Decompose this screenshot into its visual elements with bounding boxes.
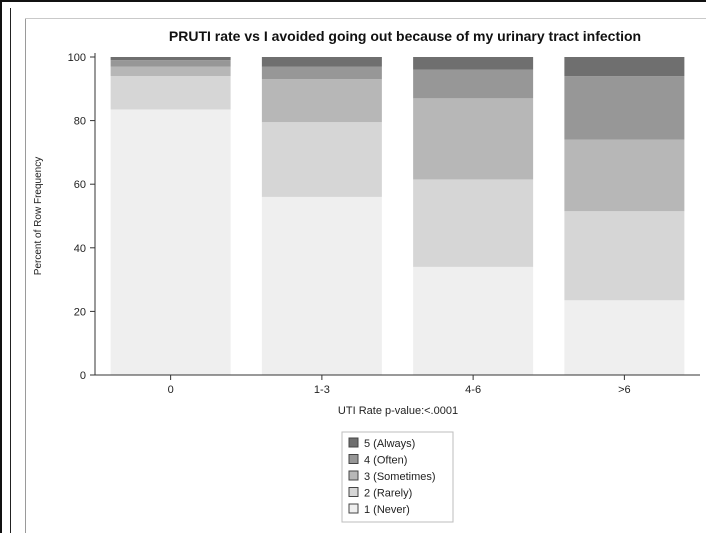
legend-swatch <box>348 437 359 448</box>
bar-segment <box>413 57 534 70</box>
legend-swatch <box>348 487 359 497</box>
chart-panel-top-border <box>25 18 706 19</box>
bar-segment <box>564 57 685 77</box>
bar-segment <box>564 300 685 375</box>
bar-segment <box>564 211 685 301</box>
bar-segment <box>110 109 231 375</box>
legend-label: 5 (Always) <box>364 438 415 450</box>
y-axis-label: Percent of Row Frequency <box>33 157 44 275</box>
x-tick-label: 0 <box>168 384 174 396</box>
bar-segment <box>261 57 382 67</box>
y-tick-label: 20 <box>74 306 86 318</box>
legend-label: 2 (Rarely) <box>364 488 412 500</box>
legend-label: 3 (Sometimes) <box>364 471 436 483</box>
bar-segment <box>261 79 382 123</box>
bar-segment <box>110 57 231 61</box>
bar-segment <box>413 179 534 267</box>
y-tick-label: 0 <box>80 370 86 382</box>
x-axis-label: UTI Rate p-value:<.0001 <box>338 405 458 417</box>
legend-label: 1 (Never) <box>364 504 410 516</box>
window-left-border <box>0 0 2 533</box>
bar-segment <box>564 76 685 140</box>
legend: 5 (Always) 4 (Often) 3 (Sometimes) 2 (Rarel… <box>341 431 454 523</box>
x-tick-label: 1-3 <box>314 384 330 396</box>
bar-segment <box>413 98 534 180</box>
y-tick-label: 40 <box>74 243 86 255</box>
chart-panel-left-border <box>25 18 26 533</box>
bar-segment <box>110 76 231 110</box>
bar-segment <box>564 139 685 212</box>
bar-segment <box>261 122 382 197</box>
bar-segment <box>413 69 534 99</box>
legend-swatch <box>348 503 359 514</box>
x-tick-label: >6 <box>618 384 631 396</box>
x-tick-label: 4-6 <box>465 384 481 396</box>
bar-segment <box>110 66 231 77</box>
chart-title: PRUTI rate vs I avoided going out becaus… <box>169 28 641 44</box>
y-tick-label: 80 <box>74 116 86 128</box>
y-tick-label: 100 <box>68 52 86 64</box>
bar-segment <box>261 196 382 375</box>
legend-frame <box>341 431 454 523</box>
legend-swatch <box>348 454 359 464</box>
plot-area: 0 20 40 60 80 100 0 1-3 4-6 >6 <box>68 52 700 396</box>
y-tick-label: 60 <box>74 179 86 191</box>
legend-label: 4 (Often) <box>364 455 407 467</box>
bar-segment <box>413 266 534 375</box>
window-top-border <box>0 0 706 2</box>
legend-swatch <box>348 470 359 481</box>
window-left-inner-border <box>10 8 11 533</box>
bar-segment <box>110 60 231 67</box>
bar-segment <box>261 66 382 80</box>
